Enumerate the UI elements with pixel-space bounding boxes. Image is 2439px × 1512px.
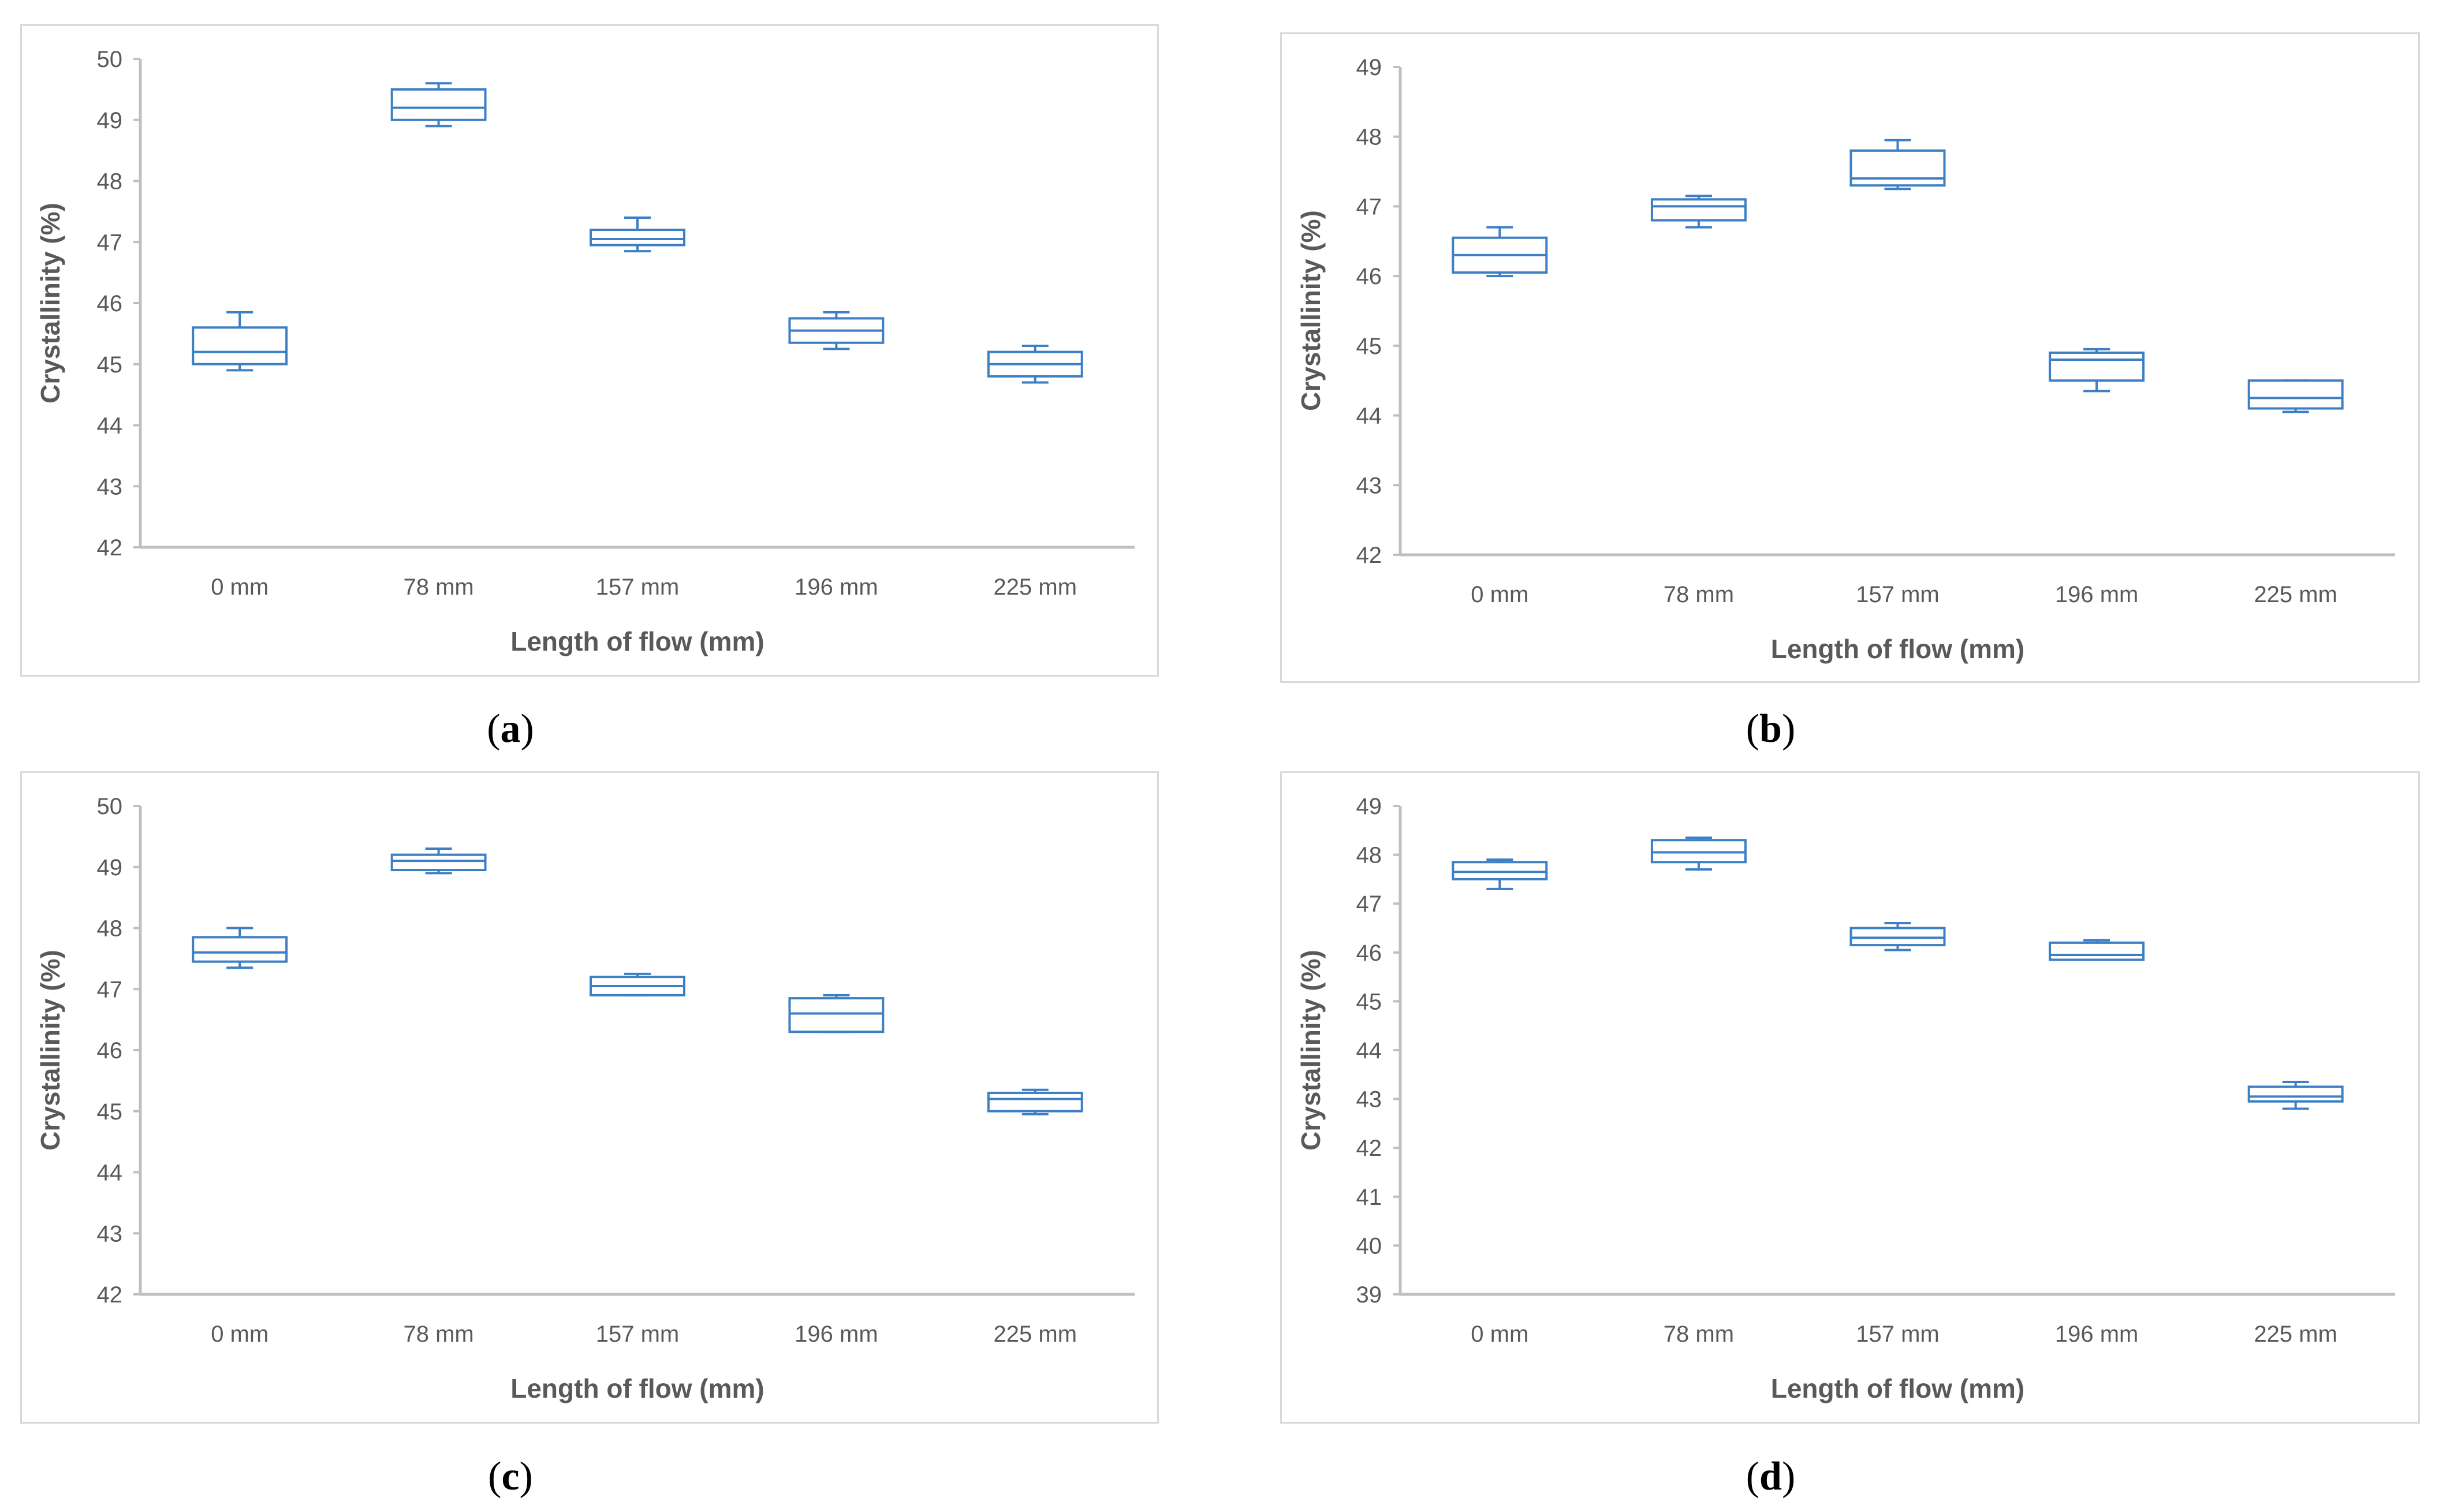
y-tick-label: 49 <box>97 855 123 880</box>
y-tick-label: 50 <box>97 794 123 819</box>
box-0 <box>192 936 288 963</box>
x-axis-title-a: Length of flow (mm) <box>510 626 764 656</box>
x-tick-label: 225 mm <box>2254 582 2337 607</box>
panel-caption-b: (b) <box>1746 707 1796 751</box>
x-tick-label: 225 mm <box>994 574 1077 600</box>
y-tick-label: 47 <box>1356 891 1382 917</box>
y-tick-label: 47 <box>97 230 123 255</box>
y-tick-label: 46 <box>1356 940 1382 966</box>
y-axis-title-c: Crystallinity (%) <box>35 950 65 1151</box>
box-0 <box>1452 861 1548 880</box>
x-axis-title-b: Length of flow (mm) <box>1771 634 2024 664</box>
x-tick-label: 157 mm <box>1856 582 1940 607</box>
x-tick-label: 157 mm <box>1856 1321 1940 1347</box>
x-tick-label: 0 mm <box>1471 1321 1528 1347</box>
y-tick-label: 49 <box>1356 794 1382 819</box>
y-tick-label: 43 <box>1356 473 1382 498</box>
box-1 <box>1650 198 1747 222</box>
x-tick-label: 157 mm <box>596 1321 680 1347</box>
x-axis-title-c: Length of flow (mm) <box>510 1373 764 1403</box>
y-tick-label: 42 <box>1356 1136 1382 1161</box>
y-tick-label: 42 <box>97 1282 123 1308</box>
chart-frame-c <box>20 771 1159 1424</box>
y-tick-label: 42 <box>97 535 123 561</box>
box-3 <box>2049 351 2145 382</box>
y-tick-label: 50 <box>97 47 123 72</box>
x-tick-label: 196 mm <box>795 574 878 600</box>
y-axis-title-a: Crystallinity (%) <box>35 203 65 404</box>
y-tick-label: 49 <box>1356 55 1382 80</box>
y-tick-label: 46 <box>97 1038 123 1063</box>
x-tick-label: 196 mm <box>2055 1321 2139 1347</box>
y-tick-label: 43 <box>97 474 123 499</box>
box-4 <box>2247 1085 2344 1103</box>
y-tick-label: 45 <box>97 1099 123 1125</box>
y-tick-label: 45 <box>97 352 123 378</box>
x-tick-label: 196 mm <box>795 1321 878 1347</box>
y-tick-label: 46 <box>1356 264 1382 289</box>
y-tick-label: 48 <box>1356 843 1382 868</box>
y-tick-label: 48 <box>97 169 123 195</box>
box-1 <box>1650 839 1747 864</box>
x-tick-label: 196 mm <box>2055 582 2139 607</box>
y-tick-label: 43 <box>97 1221 123 1246</box>
y-tick-label: 42 <box>1356 543 1382 568</box>
x-tick-label: 78 mm <box>403 1321 473 1347</box>
x-tick-label: 78 mm <box>403 574 473 600</box>
x-tick-label: 0 mm <box>1471 582 1528 607</box>
box-3 <box>788 997 885 1033</box>
box-4 <box>2247 379 2344 410</box>
box-4 <box>987 1092 1083 1112</box>
y-tick-label: 44 <box>1356 1038 1382 1063</box>
y-tick-label: 48 <box>1356 125 1382 150</box>
y-tick-label: 44 <box>97 1160 123 1186</box>
x-tick-label: 157 mm <box>596 574 680 600</box>
chart-frame-b <box>1280 32 2420 683</box>
x-axis-title-d: Length of flow (mm) <box>1771 1373 2024 1403</box>
x-tick-label: 78 mm <box>1664 582 1734 607</box>
box-1 <box>390 853 487 872</box>
y-tick-label: 48 <box>97 916 123 942</box>
y-tick-label: 44 <box>1356 404 1382 429</box>
y-tick-label: 43 <box>1356 1087 1382 1112</box>
x-tick-label: 0 mm <box>211 574 268 600</box>
box-0 <box>192 326 288 365</box>
x-tick-label: 225 mm <box>994 1321 1077 1347</box>
y-tick-label: 40 <box>1356 1233 1382 1259</box>
y-axis-title-d: Crystallinity (%) <box>1296 950 1326 1151</box>
y-tick-label: 39 <box>1356 1282 1382 1308</box>
box-3 <box>2049 941 2145 961</box>
y-axis-title-b: Crystallinity (%) <box>1296 210 1326 411</box>
y-tick-label: 46 <box>97 291 123 316</box>
box-2 <box>1849 149 1946 187</box>
panel-caption-c: (c) <box>488 1454 533 1499</box>
panel-caption-a: (a) <box>487 707 534 751</box>
y-tick-label: 41 <box>1356 1185 1382 1210</box>
box-2 <box>1849 927 1946 947</box>
y-tick-label: 45 <box>1356 334 1382 359</box>
y-tick-label: 44 <box>97 413 123 439</box>
x-tick-label: 0 mm <box>211 1321 268 1347</box>
panel-caption-d: (d) <box>1746 1454 1796 1499</box>
box-1 <box>390 88 487 121</box>
x-tick-label: 225 mm <box>2254 1321 2337 1347</box>
y-tick-label: 47 <box>1356 194 1382 219</box>
y-tick-label: 45 <box>1356 989 1382 1014</box>
y-tick-label: 47 <box>97 977 123 1002</box>
x-tick-label: 78 mm <box>1664 1321 1734 1347</box>
y-tick-label: 49 <box>97 108 123 133</box>
box-2 <box>590 229 685 247</box>
